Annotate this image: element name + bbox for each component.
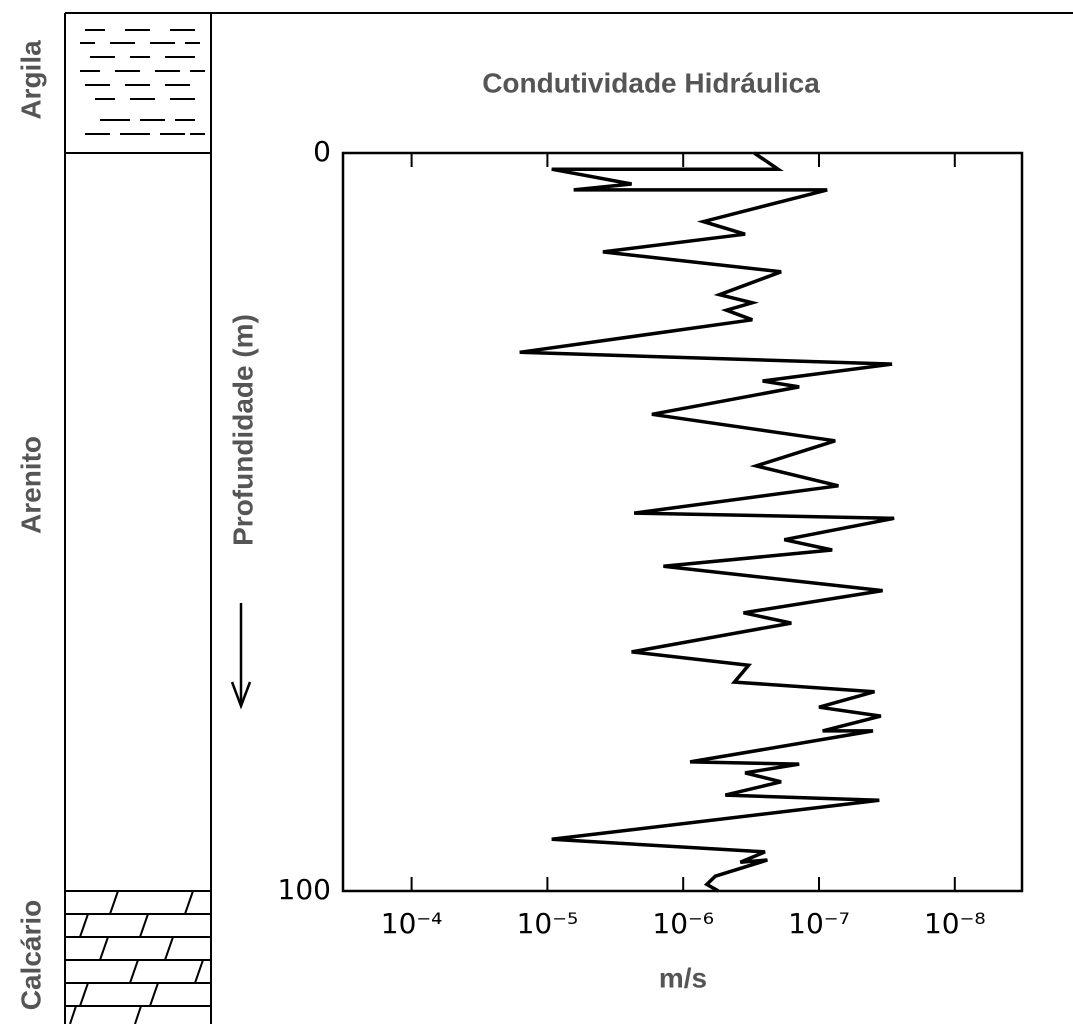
x-tick-label: 10⁻⁵ <box>517 907 579 940</box>
plot-frame <box>341 151 1024 893</box>
x-axis-label: m/s <box>659 962 707 993</box>
chart-title: Condutividade Hidráulica <box>482 67 820 98</box>
depth-arrow <box>230 603 252 710</box>
x-tick-label: 10⁻⁷ <box>788 907 850 940</box>
x-tick-label: 10⁻⁸ <box>924 907 986 940</box>
lithology-label: Calcário <box>15 900 46 1011</box>
lithology-column <box>64 12 1073 1024</box>
lithology-label: Arenito <box>15 436 46 534</box>
y-axis-label: Profundidade (m) <box>227 314 258 546</box>
data-line <box>519 151 895 893</box>
y-tick-label: 0 <box>313 135 331 168</box>
lithology-label: Argila <box>15 40 46 120</box>
x-tick-label: 10⁻⁴ <box>381 907 443 940</box>
y-tick-label: 100 <box>278 873 331 906</box>
x-tick-label: 10⁻⁶ <box>652 907 714 940</box>
